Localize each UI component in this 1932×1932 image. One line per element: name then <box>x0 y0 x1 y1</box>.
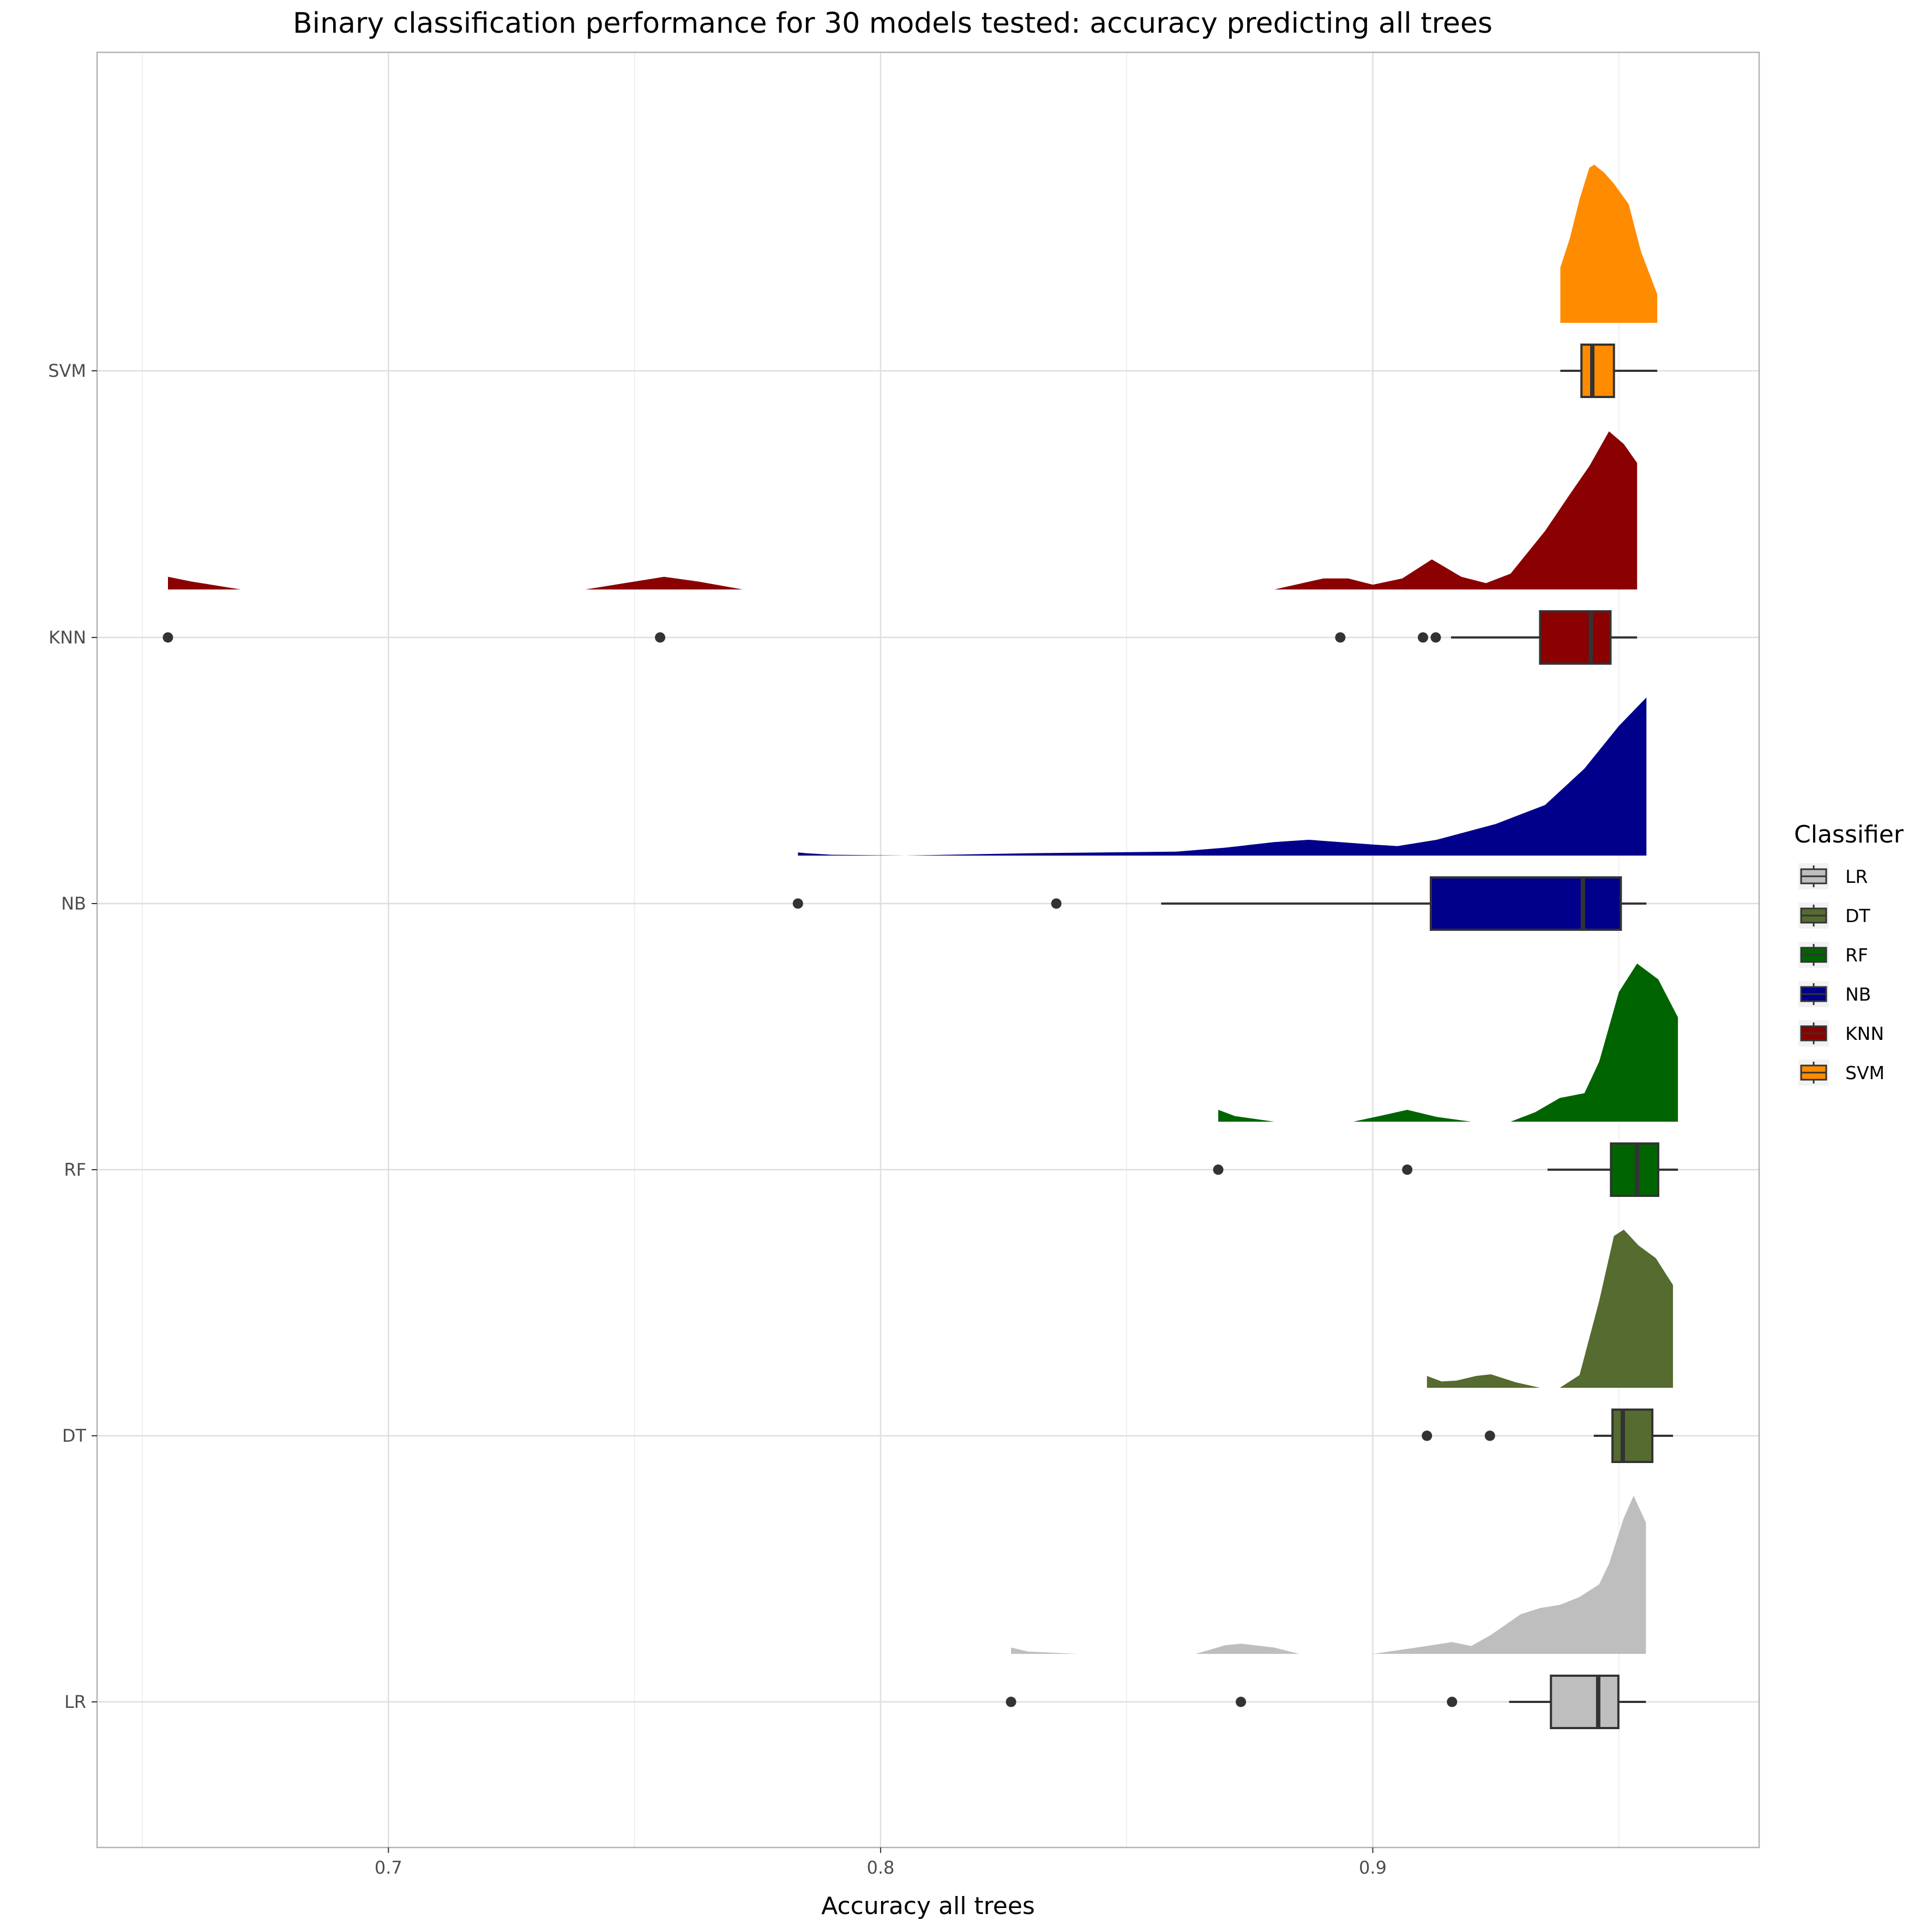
legend-label: RF <box>1845 944 1868 966</box>
box <box>1539 610 1612 665</box>
legend-label: DT <box>1845 905 1870 926</box>
y-tick-label: NB <box>61 893 86 914</box>
density-cloud <box>798 697 1647 856</box>
outlier-point <box>792 898 803 909</box>
legend-label: KNN <box>1845 1023 1884 1044</box>
y-tick-label: RF <box>64 1159 86 1180</box>
series-knn <box>162 431 1638 665</box>
outlier-point <box>162 632 173 643</box>
x-tick-label: 0.8 <box>866 1857 894 1878</box>
series-rf <box>1213 964 1678 1197</box>
legend-item-dt: DT <box>1798 902 1870 929</box>
density-cloud <box>1011 1496 1646 1654</box>
legend-item-nb: NB <box>1798 981 1871 1007</box>
plot-background <box>97 52 1759 1847</box>
legend-label: LR <box>1845 866 1868 887</box>
series-lr <box>1006 1496 1646 1729</box>
series-svm <box>1560 165 1658 398</box>
outlier-point <box>1484 1430 1495 1441</box>
legend: Classifier LR DT RF NB KNN SVM <box>1794 821 1904 1086</box>
outlier-point <box>1006 1696 1016 1707</box>
x-tick-label: 0.7 <box>375 1857 402 1878</box>
x-axis: 0.7 0.8 0.9 <box>375 1847 1387 1878</box>
box <box>1429 876 1622 931</box>
y-tick-label: DT <box>62 1425 87 1446</box>
legend-item-svm: SVM <box>1798 1060 1885 1086</box>
outlier-point <box>655 632 666 643</box>
legend-item-knn: KNN <box>1798 1020 1884 1046</box>
legend-title: Classifier <box>1794 821 1904 848</box>
box <box>1611 1409 1654 1463</box>
density-cloud <box>1218 964 1678 1122</box>
series-dt <box>1422 1230 1674 1463</box>
outlier-point <box>1402 1164 1413 1175</box>
legend-label: NB <box>1845 984 1871 1005</box>
chart-title: Binary classification performance for 30… <box>293 7 1492 40</box>
box <box>1580 344 1615 398</box>
chart-marks <box>162 165 1678 1729</box>
outlier-point <box>1335 632 1346 643</box>
outlier-point <box>1213 1164 1224 1175</box>
outlier-point <box>1447 1696 1458 1707</box>
legend-item-rf: RF <box>1798 942 1868 968</box>
y-tick-label: KNN <box>49 627 86 648</box>
x-axis-title: Accuracy all trees <box>821 1892 1035 1920</box>
outlier-point <box>1422 1430 1433 1441</box>
outlier-point <box>1051 898 1062 909</box>
outlier-point <box>1418 632 1429 643</box>
plot-panel-border <box>96 51 1760 1849</box>
series-nb <box>792 697 1647 931</box>
box <box>1550 1675 1620 1729</box>
density-cloud <box>1427 1230 1673 1388</box>
grid-lines <box>97 52 1759 1847</box>
outlier-point <box>1430 632 1441 643</box>
legend-item-lr: LR <box>1798 863 1868 889</box>
y-axis: LR DT RF NB KNN SVM <box>48 360 97 1712</box>
y-tick-label: LR <box>64 1692 86 1712</box>
outlier-point <box>1236 1696 1247 1707</box>
y-tick-label: SVM <box>48 360 86 381</box>
x-tick-label: 0.9 <box>1359 1857 1387 1878</box>
legend-label: SVM <box>1845 1062 1885 1084</box>
box <box>1610 1142 1659 1197</box>
density-cloud <box>1560 165 1658 323</box>
